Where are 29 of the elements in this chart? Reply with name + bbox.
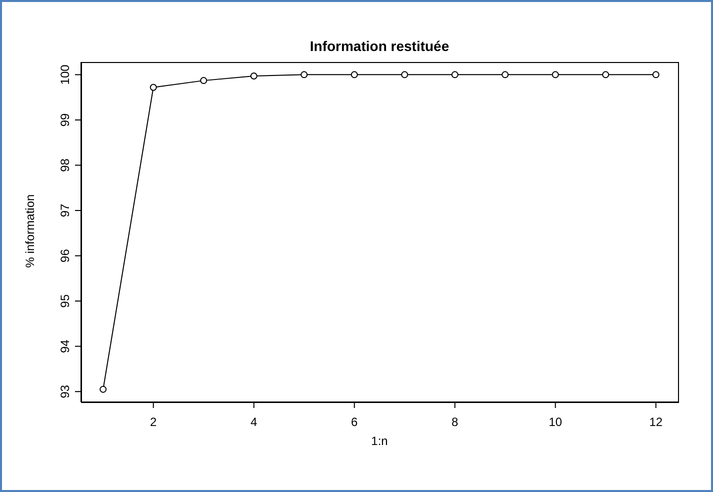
point — [401, 71, 408, 78]
x-tick-label: 12 — [649, 415, 663, 429]
y-tick-label: 94 — [58, 339, 72, 353]
point — [300, 71, 308, 78]
x-tick-label: 6 — [351, 415, 358, 429]
x-tick-label: 10 — [548, 415, 562, 429]
y-tick-label: 93 — [58, 384, 72, 398]
point — [602, 71, 610, 78]
x-tick-label: 2 — [150, 415, 158, 429]
y-tick-label: 99 — [58, 112, 72, 127]
point — [100, 386, 107, 393]
point — [200, 77, 208, 84]
y-tick-label: 95 — [58, 294, 72, 308]
point — [350, 71, 358, 78]
y-axis-title: % information — [23, 193, 37, 270]
x-tick-label: 8 — [452, 415, 459, 429]
y-tick-label: 97 — [58, 204, 72, 218]
point — [502, 71, 509, 78]
y-tick-label: 96 — [58, 248, 72, 262]
y-tick-label: 100 — [58, 64, 72, 85]
chart-title: Information restituée — [308, 38, 450, 54]
point — [652, 71, 660, 78]
x-tick-label: 4 — [250, 415, 258, 429]
point — [451, 71, 458, 78]
point — [552, 71, 559, 78]
x-axis-title: 1:n — [370, 434, 389, 448]
y-tick-label: 98 — [58, 158, 72, 172]
point — [150, 84, 157, 91]
point — [250, 72, 258, 80]
